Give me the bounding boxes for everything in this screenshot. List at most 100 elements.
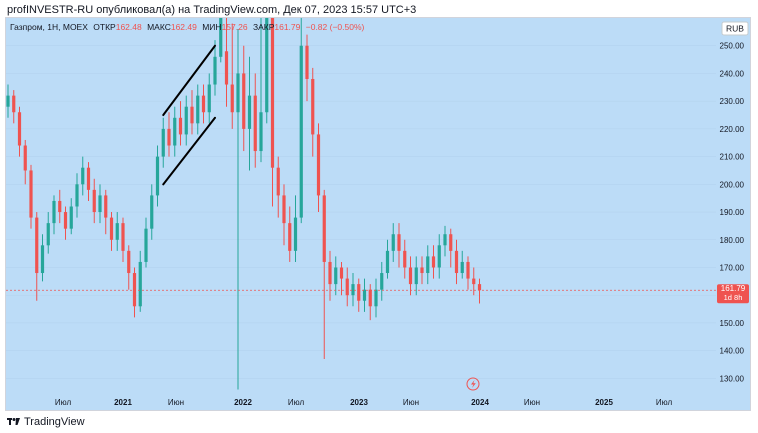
candle-body (40, 245, 45, 274)
candle-body (155, 156, 160, 196)
candle-body (265, 18, 269, 113)
candle-body (299, 45, 303, 218)
candle-body (132, 273, 137, 307)
legend: Газпром, 1Н, MOEX ОТКР162.48 МАКС162.49 … (10, 22, 365, 32)
candle-body (449, 234, 453, 251)
x-tick-label: Июн (524, 398, 540, 407)
currency-badge[interactable] (721, 21, 749, 36)
legend-open: 162.48 (116, 22, 142, 32)
x-tick-label: 2021 (114, 398, 132, 407)
candle-body (403, 250, 407, 268)
candle-body (253, 95, 257, 152)
x-tick-label: Июн (403, 398, 419, 407)
candle-body (144, 228, 148, 262)
y-tick-label: 140.00 (720, 347, 745, 356)
legend-high: 162.49 (171, 22, 197, 32)
x-tick-label: 2022 (234, 398, 252, 407)
candle-body (196, 95, 200, 124)
candle-body (472, 278, 476, 285)
legend-close-label: ЗАКР (253, 22, 275, 32)
candle-body (339, 267, 344, 279)
x-tick-label: 2025 (595, 398, 613, 407)
footer-brand[interactable]: TradingView (24, 416, 85, 428)
candle-body (109, 217, 114, 240)
candle-body (29, 170, 33, 218)
candle-body (17, 112, 22, 146)
x-tick-label: Июл (288, 398, 305, 407)
candle-body (12, 95, 16, 113)
price-tag-countdown: 1d 8h (724, 293, 743, 302)
candle-body (167, 128, 171, 146)
candle-body (305, 45, 309, 79)
candle-body (368, 289, 372, 307)
y-tick-label: 190.00 (720, 208, 745, 217)
candle-body (23, 145, 27, 171)
candle-body (6, 95, 10, 107)
x-tick-label: Июл (656, 398, 673, 407)
candle-body (35, 217, 39, 274)
x-tick-label: 2023 (350, 398, 368, 407)
candle-body (282, 195, 286, 224)
candle-body (75, 184, 79, 207)
candle-body (316, 134, 321, 196)
candle-body (219, 18, 223, 57)
candle-body (334, 267, 338, 285)
candle-body (357, 284, 361, 301)
candle-body (242, 73, 246, 129)
candle-body (104, 195, 108, 218)
legend-change: −0.82 (−0.50%) (306, 22, 365, 32)
candle-body (150, 195, 154, 229)
candle-body (52, 200, 56, 224)
x-tick-label: 2024 (471, 398, 489, 407)
legend-low: 157.26 (222, 22, 248, 32)
upper-channel-line[interactable] (162, 44, 216, 117)
chart-frame[interactable] (5, 17, 751, 411)
candle-body (362, 289, 367, 301)
candle-body (138, 261, 142, 307)
candle-body (426, 256, 430, 274)
price-tag-value: 161.79 (721, 284, 746, 293)
candle-body (224, 51, 229, 85)
candle-body (46, 223, 50, 246)
candle-body (454, 250, 459, 274)
candle-body (213, 56, 217, 85)
candle-body (328, 261, 332, 285)
candle-body (293, 217, 298, 251)
publish-header: profINVESTR-RU опубликовал(а) на Trading… (7, 4, 417, 16)
candle-body (345, 278, 349, 296)
candle-body (466, 261, 470, 279)
candle-body (98, 195, 102, 213)
candle-body (207, 84, 211, 113)
legend-low-label: МИН (202, 22, 221, 32)
price-tag: 161.79 1d 8h (717, 284, 749, 304)
candle-body (201, 95, 206, 113)
y-tick-label: 170.00 (720, 263, 745, 272)
flash-icon[interactable] (466, 377, 480, 391)
candle-body (184, 106, 188, 135)
y-tick-label: 220.00 (720, 125, 745, 134)
candle-body (178, 117, 183, 135)
y-tick-label: 200.00 (720, 180, 745, 189)
y-tick-label: 230.00 (720, 97, 745, 106)
y-tick-label: 130.00 (720, 374, 745, 383)
candle-body (311, 78, 315, 135)
currency-badge-label: RUB (726, 24, 744, 34)
candle-body (437, 245, 441, 268)
candle-body (385, 250, 390, 274)
candle-body (230, 84, 234, 113)
candle-body (236, 73, 240, 113)
candle-body (190, 106, 194, 124)
candle-body (288, 223, 292, 251)
candle-body (431, 256, 436, 268)
y-tick-label: 150.00 (720, 319, 745, 328)
candle-body (414, 267, 418, 285)
candle-body (351, 284, 355, 296)
candle-body (374, 289, 378, 307)
y-tick-label: 180.00 (720, 236, 745, 245)
legend-high-label: МАКС (147, 22, 171, 32)
candle-body (127, 250, 131, 274)
lower-channel-line[interactable] (162, 116, 216, 186)
candle-body (477, 284, 482, 291)
candle-body (259, 112, 263, 152)
